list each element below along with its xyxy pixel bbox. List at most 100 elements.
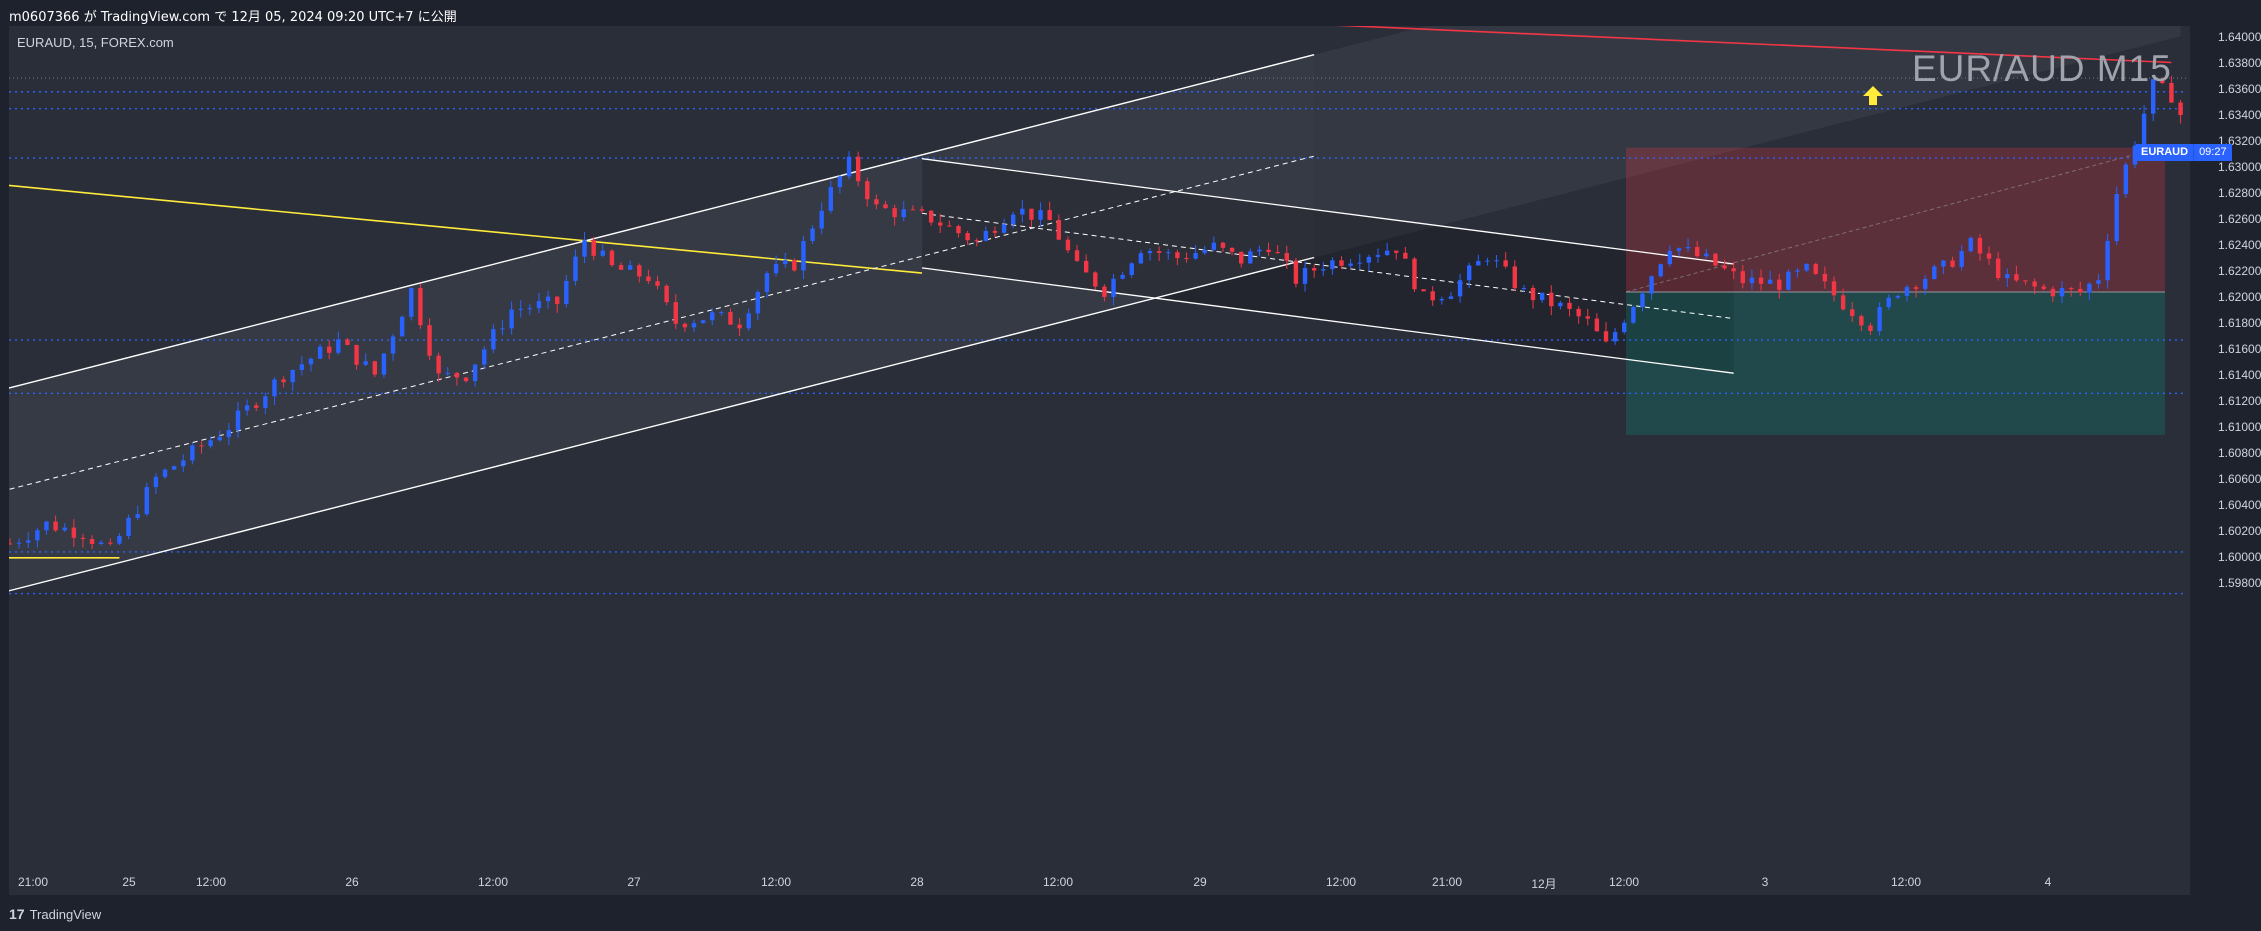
- up-arrow-icon: [1863, 86, 1883, 105]
- candle-up: [2059, 288, 2065, 297]
- candle-up: [272, 379, 277, 397]
- candle-up: [710, 312, 715, 321]
- candle-up: [381, 353, 387, 375]
- candle-down: [1530, 287, 1536, 301]
- candle-up: [509, 309, 514, 329]
- candle-down: [618, 265, 624, 270]
- price-tick-label: 1.60600: [2218, 471, 2261, 486]
- candle-down: [655, 281, 660, 286]
- candle-down: [1056, 220, 1061, 240]
- price-tick-label: 1.62200: [2218, 263, 2261, 278]
- candle-down: [1503, 260, 1508, 267]
- candle-up: [1147, 251, 1153, 254]
- channel-1-midline: [9, 155, 1315, 490]
- candle-up: [472, 364, 478, 382]
- candle-up: [2132, 145, 2138, 165]
- candle-up: [1539, 292, 1545, 301]
- candle-up: [290, 370, 295, 383]
- candle-down: [664, 285, 669, 303]
- candle-down: [2160, 79, 2165, 84]
- candle-up: [1257, 249, 1262, 252]
- candle-up: [773, 264, 779, 274]
- candle-down: [2050, 288, 2056, 297]
- candle-up: [700, 320, 706, 324]
- candle-up: [500, 328, 505, 330]
- tradingview-logo[interactable]: 17 TradingView: [9, 906, 101, 922]
- candle-down: [1813, 263, 1818, 274]
- candle-up: [901, 209, 906, 218]
- candle-up: [2087, 283, 2092, 293]
- candle-down: [1695, 246, 1700, 257]
- candle-up: [801, 241, 806, 271]
- candle-down: [555, 296, 560, 304]
- candle-up: [308, 358, 314, 365]
- candle-up: [518, 308, 523, 310]
- candle-up: [764, 273, 770, 292]
- candle-up: [135, 514, 140, 518]
- candle-down: [974, 240, 979, 242]
- candle-down: [327, 346, 332, 353]
- candle-up: [1676, 248, 1682, 251]
- candle-up: [564, 280, 569, 304]
- candle-up: [1941, 260, 1946, 267]
- trendline-yellow: [9, 184, 923, 274]
- price-tick-label: 1.63600: [2218, 81, 2261, 96]
- time-tick-label: 28: [910, 875, 924, 889]
- time-tick-label: 12:00: [195, 875, 227, 889]
- candle-down: [108, 542, 113, 544]
- candle-down: [1239, 251, 1244, 264]
- candle-up: [1795, 270, 1800, 272]
- candle-up: [983, 230, 989, 241]
- badge-time: 09:27: [2193, 144, 2232, 161]
- candle-up: [1959, 251, 1964, 267]
- candle-up: [1111, 278, 1116, 297]
- candle-up: [1302, 268, 1308, 284]
- candle-down: [199, 445, 204, 447]
- candle-up: [1001, 224, 1007, 233]
- price-tick-label: 1.61600: [2218, 341, 2261, 356]
- candle-up: [126, 517, 131, 537]
- candle-up: [235, 410, 241, 431]
- candle-up: [1521, 287, 1527, 289]
- candle-down: [2068, 288, 2074, 290]
- candle-up: [1129, 263, 1134, 275]
- time-tick-label: 26: [345, 875, 359, 889]
- price-tick-label: 1.60400: [2218, 497, 2261, 512]
- time-tick-label: 12:00: [1325, 875, 1357, 889]
- price-tick-label: 1.62800: [2218, 185, 2261, 200]
- candle-up: [828, 187, 833, 211]
- candle-up: [691, 323, 697, 328]
- candle-down: [1859, 316, 1864, 326]
- candle-up: [1923, 278, 1928, 289]
- candle-down: [1403, 252, 1408, 259]
- candle-up: [26, 540, 31, 543]
- candle-up: [1357, 262, 1362, 264]
- candle-down: [1284, 253, 1289, 261]
- candle-up: [573, 256, 578, 281]
- candle-up: [1767, 279, 1773, 284]
- time-tick-label: 25: [122, 875, 136, 889]
- candle-up: [1749, 277, 1755, 284]
- price-tick-label: 1.60200: [2218, 523, 2261, 538]
- candle-up: [1904, 287, 1910, 296]
- candle-down: [1293, 260, 1299, 284]
- candle-up: [1476, 261, 1481, 266]
- candle-up: [299, 364, 305, 371]
- candle-down: [427, 325, 432, 356]
- candle-up: [527, 308, 533, 310]
- candle-down: [1840, 295, 1846, 310]
- candle-down: [965, 233, 970, 241]
- take-profit-zone: [1626, 291, 2165, 435]
- time-tick-label: 12:00: [1890, 875, 1922, 889]
- candle-down: [1311, 268, 1317, 271]
- candle-up: [1120, 274, 1125, 279]
- chart-pane[interactable]: [9, 26, 2190, 895]
- time-tick-label: 12:00: [760, 875, 792, 889]
- trendline-channel-2-lower: [921, 267, 1734, 374]
- candle-down: [1713, 253, 1718, 266]
- candle-down: [354, 344, 359, 365]
- candle-down: [1394, 250, 1399, 253]
- candle-up: [810, 228, 815, 242]
- candle-down: [928, 210, 934, 223]
